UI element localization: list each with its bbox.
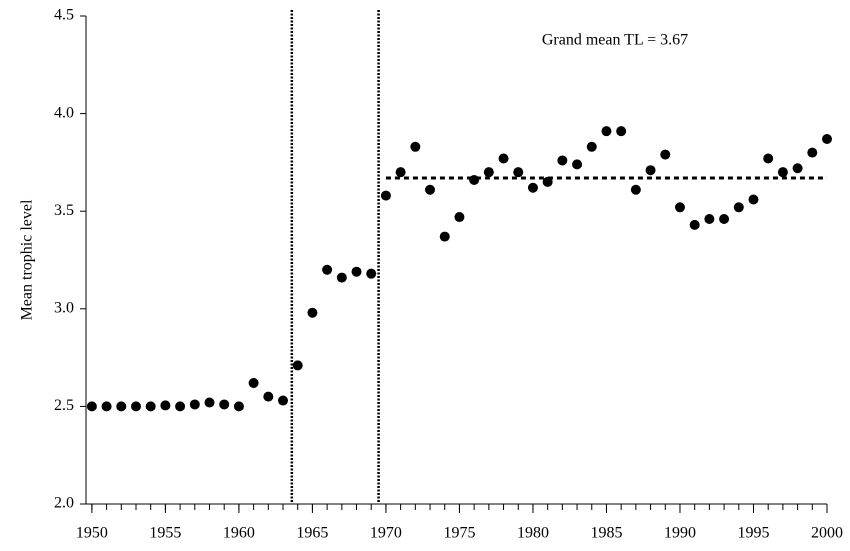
point <box>248 377 259 388</box>
x-tick-label: 1955 <box>149 525 181 542</box>
point <box>763 153 774 164</box>
point <box>410 141 421 152</box>
point <box>748 194 759 205</box>
point <box>130 401 141 412</box>
x-tick-label: 1970 <box>370 525 402 542</box>
point <box>483 167 494 178</box>
point <box>116 401 127 412</box>
annotation: Grand mean TL = 3.67 <box>542 32 688 49</box>
point <box>527 182 538 193</box>
point <box>645 165 656 176</box>
point <box>807 147 818 158</box>
point <box>572 159 583 170</box>
x-tick-label: 1950 <box>76 525 108 542</box>
point <box>704 214 715 225</box>
x-tick-label: 1960 <box>223 525 255 542</box>
point <box>674 202 685 213</box>
y-tick-label: 4.5 <box>54 7 74 24</box>
x-tick-label: 2000 <box>811 525 843 542</box>
y-tick-label: 2.5 <box>54 397 74 414</box>
point <box>233 401 244 412</box>
point <box>395 167 406 178</box>
point <box>660 149 671 160</box>
point <box>586 141 597 152</box>
point <box>380 190 391 201</box>
point <box>792 163 803 174</box>
point <box>498 153 509 164</box>
point <box>513 167 524 178</box>
point <box>777 167 788 178</box>
point <box>292 360 303 371</box>
point <box>204 397 215 408</box>
point <box>469 174 480 185</box>
point <box>160 400 171 411</box>
point <box>307 307 318 318</box>
point <box>219 399 230 410</box>
x-tick-label: 1990 <box>664 525 696 542</box>
x-tick-label: 1985 <box>590 525 622 542</box>
x-tick-label: 1980 <box>517 525 549 542</box>
point <box>719 214 730 225</box>
y-tick-label: 3.5 <box>54 202 74 219</box>
point <box>616 126 627 137</box>
point <box>336 272 347 283</box>
point <box>278 395 289 406</box>
y-tick-label: 3.0 <box>54 299 74 316</box>
point <box>557 155 568 166</box>
point <box>366 268 377 279</box>
point <box>189 399 200 410</box>
point <box>601 126 612 137</box>
point <box>101 401 112 412</box>
y-tick-label: 2.0 <box>54 495 74 512</box>
point <box>263 391 274 402</box>
x-tick-label: 1995 <box>737 525 769 542</box>
point <box>733 202 744 213</box>
point <box>630 184 641 195</box>
point <box>454 212 465 223</box>
x-tick-label: 1975 <box>443 525 475 542</box>
point <box>689 219 700 230</box>
point <box>542 176 553 187</box>
point <box>322 264 333 275</box>
point <box>425 184 436 195</box>
x-tick-label: 1965 <box>296 525 328 542</box>
point <box>439 231 450 242</box>
point <box>351 266 362 277</box>
point <box>175 401 186 412</box>
y-axis-label: Mean trophic level <box>19 199 36 320</box>
point <box>822 133 832 144</box>
y-tick-label: 4.0 <box>54 104 74 121</box>
point <box>86 401 97 412</box>
point <box>145 401 156 412</box>
